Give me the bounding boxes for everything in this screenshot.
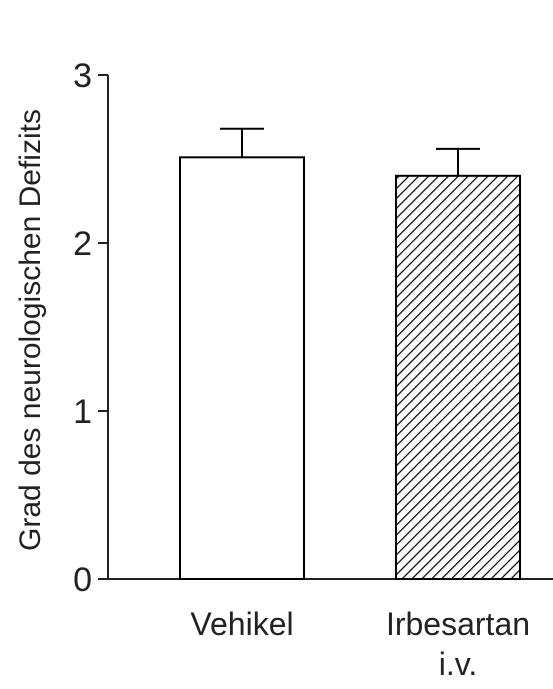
y-axis-title: Grad des neurologischen Defizits xyxy=(14,109,47,551)
bar-2 xyxy=(395,174,521,581)
x-category-label: Irbesartan xyxy=(386,606,530,642)
bar-1 xyxy=(179,156,305,580)
labels: Vehikel Irbesartan i.v. xyxy=(190,606,530,682)
y-tick-label: 1 xyxy=(73,393,92,431)
x-category-label: i.v. xyxy=(439,646,478,682)
y-tick-label: 2 xyxy=(73,225,92,263)
x-category-label: Vehikel xyxy=(190,606,293,642)
bars xyxy=(179,127,521,581)
y-tick-label: 3 xyxy=(73,57,92,95)
y-tick-label: 0 xyxy=(73,561,92,599)
